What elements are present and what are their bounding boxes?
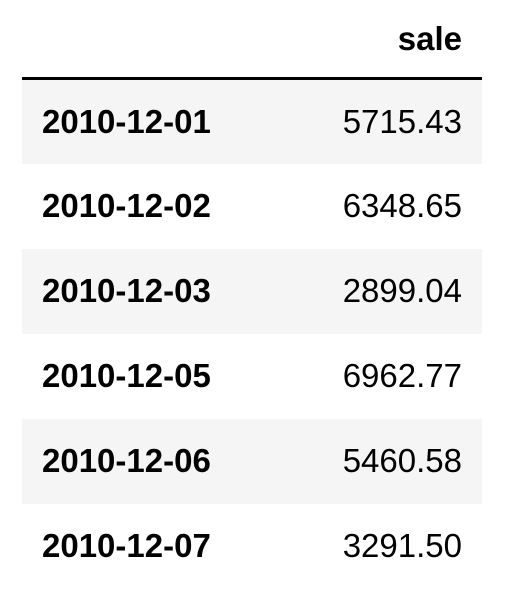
- dataframe-container: sale 2010-12-01 5715.43 2010-12-02 6348.…: [22, 0, 482, 589]
- dataframe-table: sale 2010-12-01 5715.43 2010-12-02 6348.…: [22, 0, 482, 589]
- index-header: [22, 0, 272, 80]
- table-row: 2010-12-03 2899.04: [22, 248, 482, 334]
- row-index: 2010-12-02: [42, 187, 211, 224]
- sale-cell: 2899.04: [342, 272, 462, 309]
- header-row: sale: [22, 0, 482, 80]
- sale-cell: 5460.58: [342, 442, 462, 479]
- row-index: 2010-12-07: [42, 527, 211, 564]
- row-index: 2010-12-06: [42, 442, 211, 479]
- sale-cell: 3291.50: [342, 527, 462, 564]
- row-index: 2010-12-05: [42, 357, 211, 394]
- table-row: 2010-12-02 6348.65: [22, 163, 482, 249]
- table-row: 2010-12-07 3291.50: [22, 503, 482, 589]
- sale-cell: 5715.43: [342, 102, 462, 140]
- sale-cell: 6348.65: [342, 187, 462, 224]
- sale-cell: 6962.77: [342, 357, 462, 394]
- row-index: 2010-12-03: [42, 272, 211, 309]
- table-row: 2010-12-05 6962.77: [22, 333, 482, 419]
- row-index: 2010-12-01: [42, 102, 211, 140]
- column-header-sale: sale: [272, 0, 482, 80]
- table-body: 2010-12-01 5715.43 2010-12-02 6348.65 20…: [22, 78, 482, 589]
- table-row: 2010-12-01 5715.43: [22, 78, 482, 164]
- table-row: 2010-12-06 5460.58: [22, 418, 482, 504]
- table-header: sale: [22, 0, 482, 80]
